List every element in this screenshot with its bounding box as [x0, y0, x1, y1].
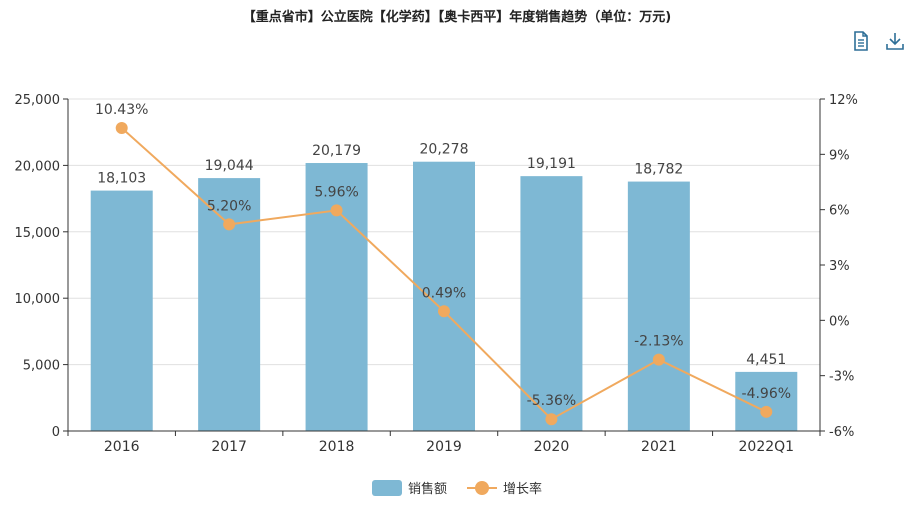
bar: [305, 163, 368, 431]
download-icon: [886, 33, 904, 50]
growth-value-label: 0.49%: [422, 285, 466, 301]
growth-point: [760, 405, 773, 418]
bar: [90, 190, 153, 431]
growth-value-label: 5.96%: [314, 184, 358, 200]
bar-value-label: 18,103: [97, 171, 146, 187]
x-tick-label: 2018: [319, 439, 355, 455]
growth-value-label: 10.43%: [95, 102, 148, 118]
x-tick-label: 2022Q1: [739, 439, 795, 455]
bar-value-label: 20,278: [420, 142, 469, 158]
growth-point: [115, 121, 128, 134]
growth-value-label: -5.36%: [527, 393, 577, 409]
y-right-tick-label: 3%: [829, 259, 850, 274]
y-right-tick-label: -3%: [829, 370, 854, 385]
y-right-tick-label: 0%: [829, 314, 850, 329]
y-right-tick-label: 12%: [829, 93, 858, 108]
growth-point: [438, 305, 450, 318]
growth-point: [330, 204, 343, 217]
document-icon: [854, 31, 868, 51]
legend-swatch-line: [467, 480, 497, 496]
chart-plot: 0 5,000 10,000 15,000 20,000 25,000 -6% -3% 0% 3%…: [15, 93, 858, 455]
chart-title: 【重点省市】公立医院【化学药】【奥卡西平】年度销售趋势（单位：万元): [242, 10, 672, 25]
x-tick-label: 2020: [534, 439, 570, 455]
download-button[interactable]: [884, 30, 906, 52]
x-tick-label: 2019: [426, 439, 462, 455]
y-right-tick-label: 6%: [829, 204, 850, 219]
bar: [627, 181, 690, 431]
y-left-tick-label: 5,000: [23, 359, 60, 374]
legend-item-sales[interactable]: 销售额: [371, 478, 447, 497]
bar-value-label: 4,451: [746, 352, 786, 368]
chart-legend: 销售额 增长率: [0, 478, 914, 497]
y-left-tick-label: 15,000: [15, 226, 61, 241]
y-right-tick-label: -6%: [829, 425, 854, 440]
bar-value-label: 19,044: [205, 158, 254, 174]
growth-value-label: 5.20%: [207, 198, 251, 214]
bar: [198, 178, 261, 431]
legend-label-growth: 增长率: [503, 482, 543, 497]
y-left-tick-label: 25,000: [15, 93, 61, 108]
y-left-tick-label: 20,000: [15, 159, 61, 174]
legend-item-growth[interactable]: 增长率: [467, 478, 542, 497]
growth-value-label: -4.96%: [742, 386, 792, 402]
growth-point: [545, 413, 558, 426]
data-view-button[interactable]: [850, 30, 872, 52]
bar: [520, 176, 583, 431]
growth-point: [652, 353, 665, 366]
growth-point: [223, 218, 236, 231]
chart-toolbar: [850, 30, 906, 52]
bar: [413, 161, 475, 431]
x-tick-label: 2016: [104, 439, 140, 455]
legend-swatch-bar: [371, 479, 402, 496]
y-right-tick-label: 9%: [829, 148, 850, 163]
bar-value-label: 20,179: [312, 143, 361, 159]
bar-value-label: 19,191: [527, 156, 576, 172]
x-tick-label: 2021: [641, 439, 677, 455]
y-left-tick-label: 0: [52, 425, 60, 440]
x-tick-label: 2017: [211, 439, 247, 455]
growth-value-label: -2.13%: [634, 334, 684, 350]
legend-label-sales: 销售额: [407, 482, 447, 497]
y-left-tick-label: 10,000: [15, 292, 61, 307]
bar-value-label: 18,782: [634, 162, 683, 178]
